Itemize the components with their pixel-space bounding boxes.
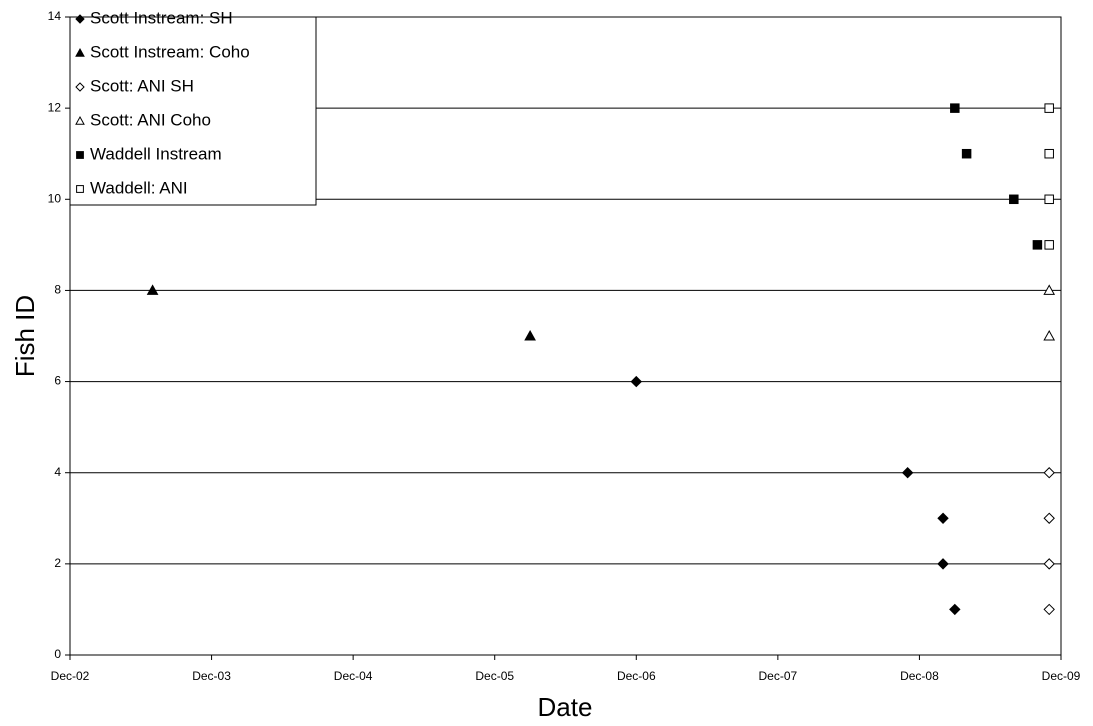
- marker: [950, 103, 960, 113]
- marker: [937, 558, 949, 570]
- marker: [75, 14, 85, 24]
- marker: [1043, 512, 1055, 524]
- x-tick-label: Dec-07: [759, 669, 798, 683]
- x-tick-label: Dec-05: [475, 669, 514, 683]
- marker: [1044, 148, 1054, 159]
- marker: [901, 467, 914, 479]
- legend-label: Scott Instream: SH: [90, 8, 233, 27]
- marker: [1044, 240, 1054, 250]
- y-axis-label: Fish ID: [10, 295, 40, 377]
- y-tick-label: 10: [48, 191, 62, 205]
- marker: [1032, 240, 1043, 250]
- x-tick-label: Dec-02: [51, 669, 90, 683]
- marker: [630, 375, 642, 388]
- x-tick-label: Dec-03: [192, 669, 231, 683]
- y-tick-label: 2: [54, 556, 61, 570]
- x-tick-label: Dec-06: [617, 669, 656, 683]
- x-tick-label: Dec-09: [1042, 669, 1081, 683]
- y-tick-label: 12: [48, 100, 62, 114]
- marker: [76, 185, 84, 193]
- y-tick-label: 0: [54, 647, 61, 661]
- marker: [1043, 603, 1055, 616]
- y-tick-label: 8: [54, 283, 61, 297]
- legend-label: Scott Instream: Coho: [90, 42, 250, 61]
- y-tick-label: 4: [54, 465, 61, 479]
- legend-label: Waddell Instream: [90, 144, 222, 163]
- marker: [937, 512, 949, 524]
- marker: [146, 284, 159, 295]
- legend-box: [69, 16, 317, 206]
- marker: [1043, 558, 1055, 570]
- y-tick-label: 14: [48, 9, 62, 23]
- marker: [949, 603, 961, 616]
- legend-label: Waddell: ANI: [90, 178, 188, 197]
- legend-label: Scott: ANI SH: [90, 76, 194, 95]
- x-tick-label: Dec-08: [900, 669, 939, 683]
- x-tick-label: Dec-04: [334, 669, 373, 683]
- marker: [1043, 284, 1056, 295]
- marker: [961, 148, 972, 159]
- x-axis-label: Date: [538, 692, 593, 722]
- marker: [1044, 194, 1054, 205]
- marker: [1043, 329, 1056, 341]
- y-tick-label: 6: [54, 374, 61, 388]
- marker: [524, 329, 536, 341]
- marker: [75, 82, 85, 92]
- legend-label: Scott: ANI Coho: [90, 110, 211, 129]
- marker: [1043, 467, 1055, 479]
- marker: [1009, 194, 1019, 205]
- marker: [75, 115, 85, 125]
- marker: [76, 151, 84, 159]
- marker: [75, 47, 85, 57]
- marker: [1044, 103, 1054, 113]
